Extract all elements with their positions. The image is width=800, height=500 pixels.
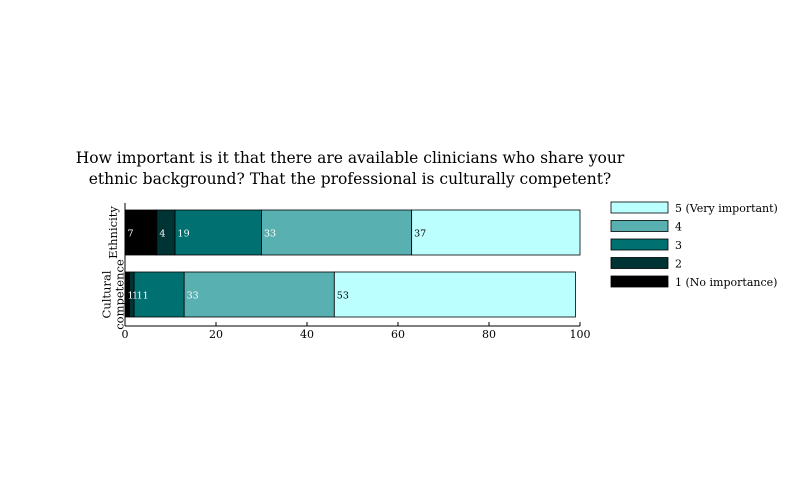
legend: 5 (Very important) 4 3 2 1 (No importance): [610, 201, 778, 289]
legend-label: 4: [675, 221, 682, 234]
x-tick-label: 0: [122, 328, 129, 341]
data-label: 7: [128, 229, 134, 240]
legend-swatch: [610, 220, 669, 232]
data-label: 1: [132, 291, 138, 302]
x-tick-label: 40: [300, 328, 314, 341]
legend-label: 1 (No importance): [675, 276, 777, 289]
data-label: 33: [187, 291, 199, 302]
legend-label: 2: [675, 258, 682, 271]
data-label: 53: [337, 291, 349, 302]
data-label: 19: [178, 229, 190, 240]
category-label-line: competence: [113, 259, 127, 330]
category-label: Cultural competence: [100, 259, 127, 330]
x-tick-label: 20: [209, 328, 223, 341]
bar-segment: [124, 209, 158, 256]
chart-title-line-1: How important is it that there are avail…: [75, 149, 625, 167]
legend-label: 5 (Very important): [675, 202, 778, 215]
chart-title: How important is it that there are avail…: [70, 148, 630, 190]
data-label: 11: [137, 291, 149, 302]
bar-segment: [174, 209, 262, 256]
legend-swatch: [610, 238, 669, 251]
category-label-line: Cultural: [100, 270, 114, 318]
legend-swatch: [610, 275, 669, 288]
data-label: 33: [264, 229, 276, 240]
bar-segment: [183, 271, 335, 318]
data-label: 37: [414, 229, 426, 240]
legend-swatch: [610, 201, 669, 214]
bar-segment: [411, 209, 581, 256]
x-tick-label: 80: [482, 328, 496, 341]
chart-title-line-2: ethnic background? That the professional…: [88, 170, 612, 188]
bar-segment: [261, 209, 413, 256]
legend-swatch: [610, 257, 669, 269]
data-label: 1: [128, 291, 134, 302]
x-tick-label: 60: [391, 328, 405, 341]
category-label: Ethnicity: [106, 206, 120, 259]
category-label-line: Ethnicity: [106, 206, 120, 259]
legend-label: 3: [675, 239, 682, 252]
bar-segment: [333, 271, 576, 318]
x-tick-label: 100: [570, 328, 591, 341]
x-axis: 0 20 40 60 80 100: [122, 203, 591, 341]
data-label: 4: [159, 229, 165, 240]
